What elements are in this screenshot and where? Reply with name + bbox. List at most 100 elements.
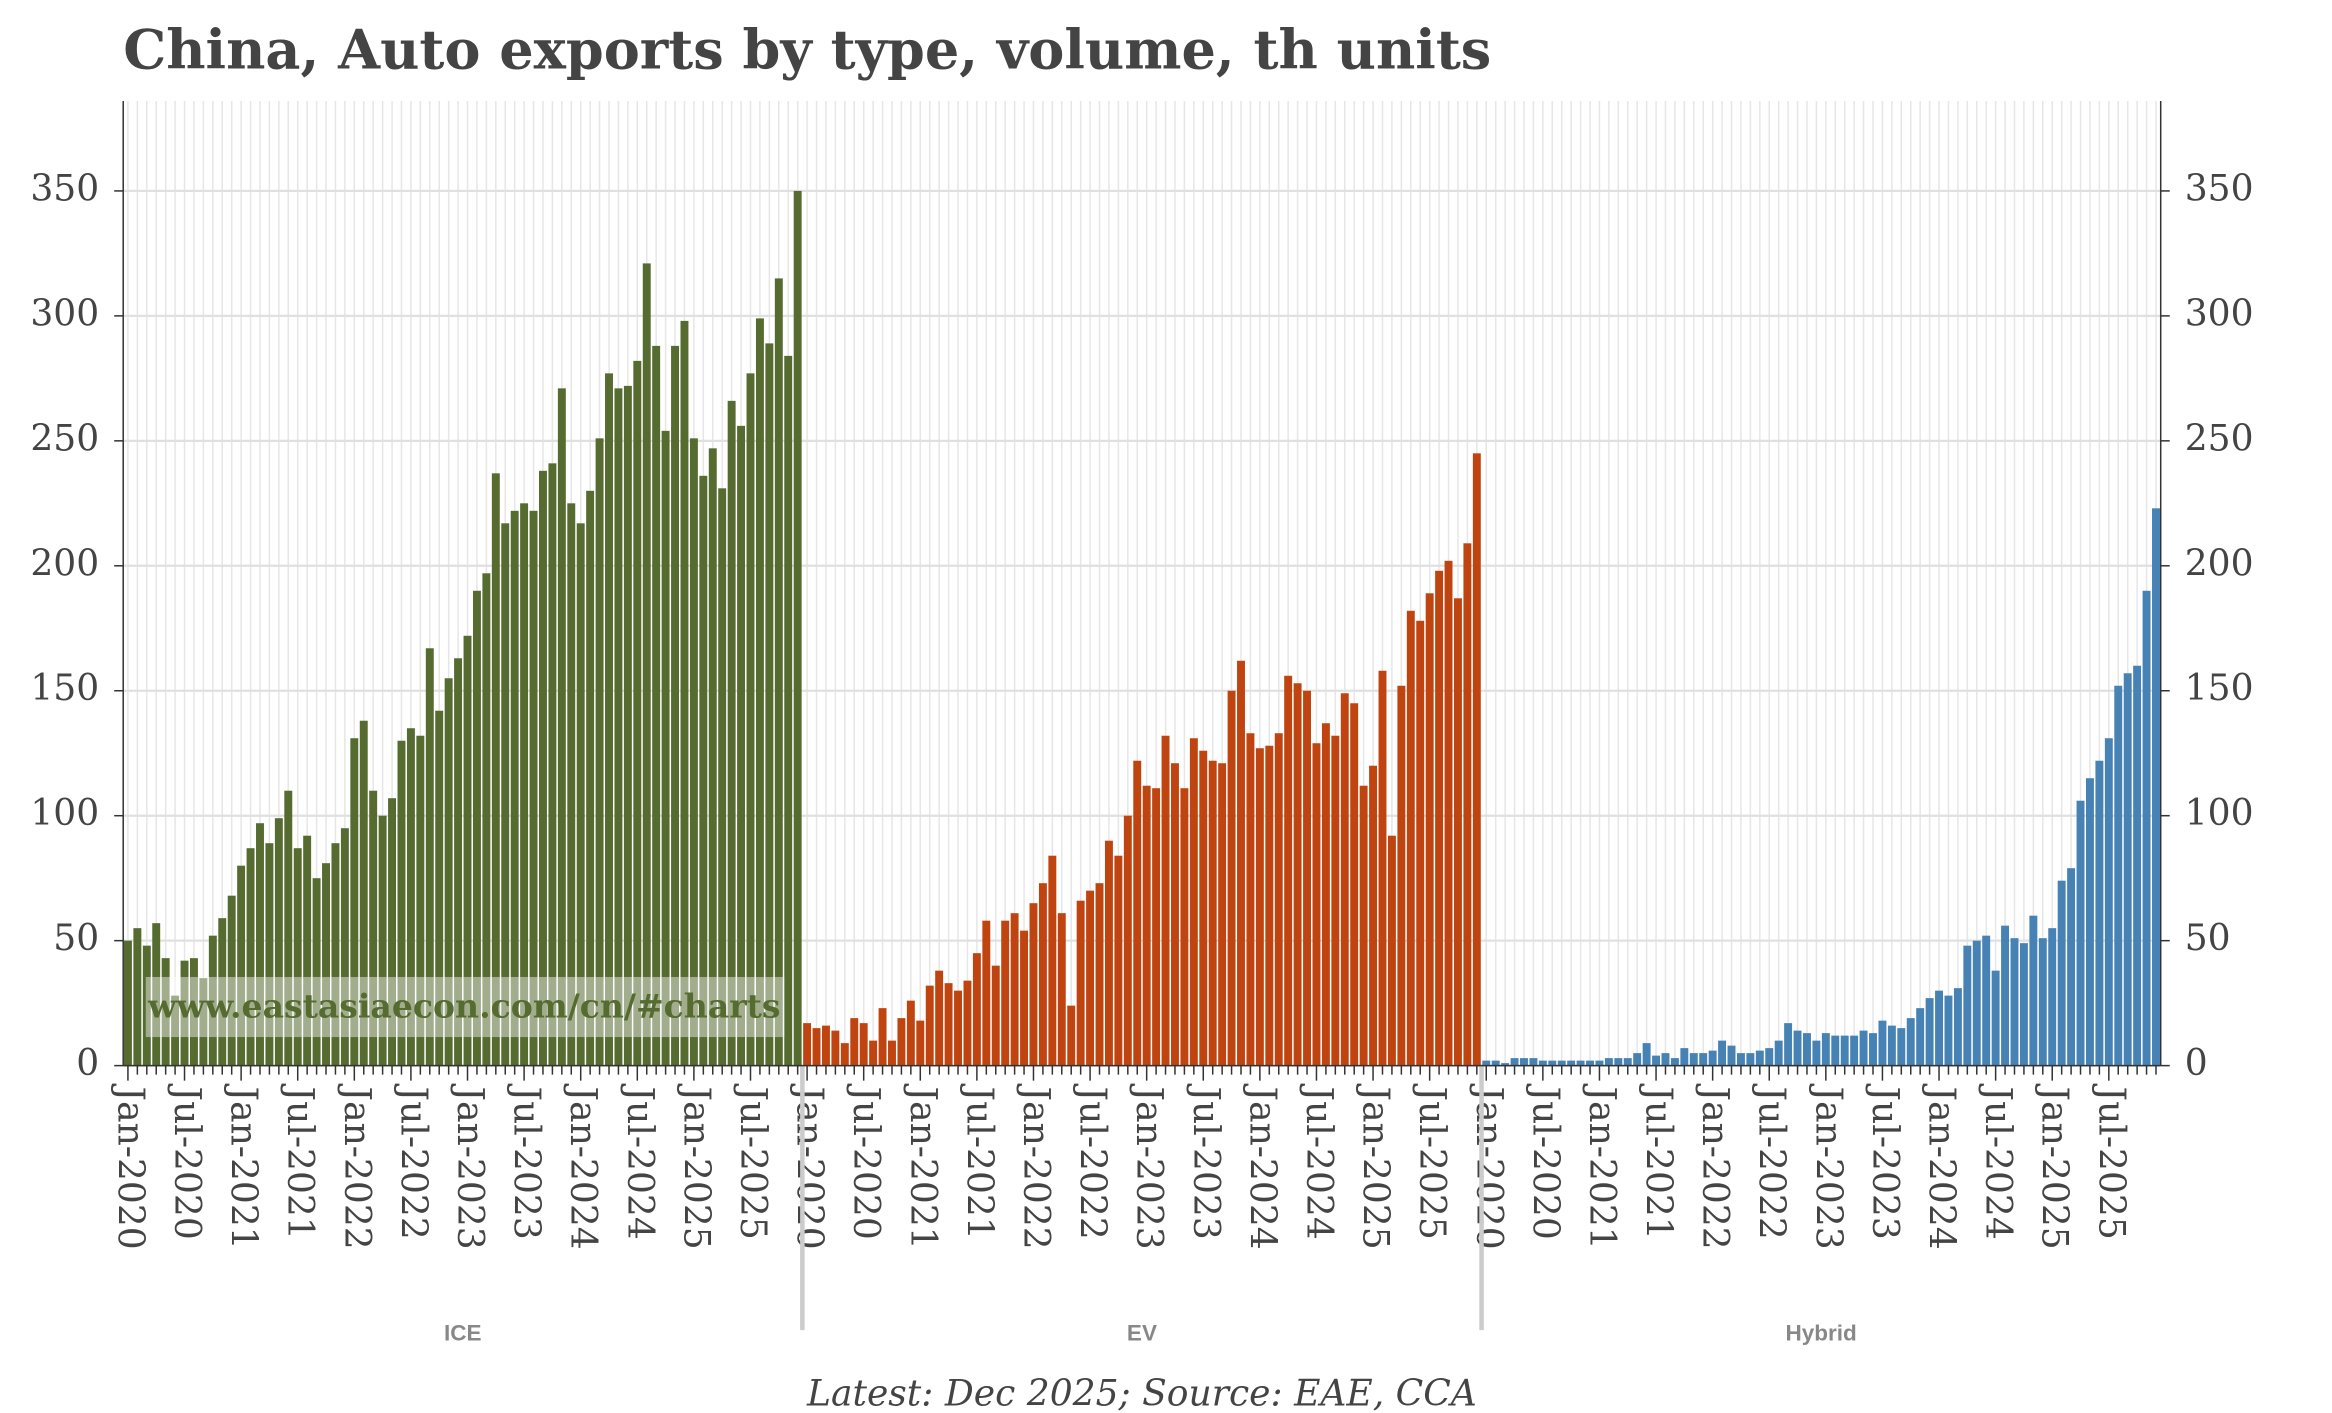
bar <box>2048 928 2057 1066</box>
bar <box>1095 883 1104 1066</box>
bar <box>1359 785 1368 1066</box>
x-tick-label: Jan-2024 <box>562 1083 604 1250</box>
x-tick-label: Jul-2020 <box>1524 1083 1566 1240</box>
watermark-box <box>145 976 785 1038</box>
bar <box>954 990 962 1066</box>
y-tick-label: 200 <box>30 542 99 584</box>
bar <box>1180 788 1189 1066</box>
bar <box>350 738 359 1066</box>
bar <box>2067 868 2076 1066</box>
y2-tick-label: 200 <box>2185 542 2254 584</box>
bar <box>416 735 425 1066</box>
y2-tick-label: 0 <box>2185 1042 2208 1084</box>
bar <box>1321 723 1330 1066</box>
bar <box>1246 733 1255 1066</box>
bar <box>652 345 661 1066</box>
bar <box>1529 1058 1538 1066</box>
bar <box>1689 1053 1698 1066</box>
bar <box>1670 1058 1679 1066</box>
bar <box>1604 1058 1613 1066</box>
bar <box>1774 1040 1783 1066</box>
bar <box>208 935 217 1066</box>
bar <box>199 978 208 1066</box>
bar <box>1557 1060 1566 1066</box>
bar <box>510 510 519 1066</box>
bar <box>1208 760 1217 1066</box>
bar <box>1378 670 1387 1066</box>
bar <box>1916 1008 1925 1066</box>
bar <box>1237 660 1245 1066</box>
y2-tick-label: 350 <box>2185 167 2254 209</box>
bar <box>1953 988 1962 1066</box>
bar <box>2104 738 2113 1066</box>
bar <box>2076 800 2085 1066</box>
bar <box>171 995 180 1066</box>
bar <box>1114 855 1123 1066</box>
x-tick-label: Jan-2023 <box>449 1083 491 1250</box>
bar <box>765 343 774 1066</box>
bar <box>1152 788 1161 1066</box>
bar <box>1255 748 1264 1066</box>
bar <box>1057 913 1066 1066</box>
bar <box>1850 1035 1859 1066</box>
bar <box>869 1040 878 1066</box>
bar <box>1048 855 1057 1066</box>
x-tick-label: Jan-2025 <box>675 1083 717 1250</box>
bar <box>463 635 472 1066</box>
x-tick-label: Jul-2024 <box>1977 1083 2019 1240</box>
bar <box>642 263 651 1066</box>
bar <box>1482 1060 1491 1066</box>
bar <box>472 590 481 1066</box>
bar <box>1425 593 1434 1066</box>
bar <box>1972 940 1981 1066</box>
bar <box>1538 1060 1547 1066</box>
bar <box>1982 935 1991 1066</box>
bar <box>1312 743 1321 1066</box>
bar <box>2095 760 2104 1066</box>
bar <box>1086 890 1095 1066</box>
bar <box>1491 1060 1500 1066</box>
bar <box>1784 1023 1793 1066</box>
bar <box>614 388 623 1066</box>
bar <box>906 1000 915 1066</box>
bar <box>878 1008 887 1066</box>
bar <box>1369 765 1378 1066</box>
bar <box>293 848 302 1066</box>
bar <box>161 958 170 1066</box>
bar <box>633 360 642 1066</box>
bar <box>1340 693 1349 1066</box>
bar <box>256 823 264 1066</box>
y-tick-label: 300 <box>30 292 99 334</box>
bar <box>548 463 557 1066</box>
bar <box>944 983 953 1066</box>
x-tick-label: Jul-2021 <box>1638 1083 1680 1240</box>
bar <box>1906 1018 1915 1066</box>
bar <box>972 953 981 1066</box>
bar <box>2001 925 2010 1066</box>
bar <box>586 490 595 1066</box>
x-tick-label: Jan-2020 <box>109 1083 151 1250</box>
panel-label: EV <box>1127 1321 1157 1346</box>
bar <box>727 400 736 1066</box>
bar <box>1831 1035 1840 1066</box>
bar <box>2152 508 2160 1066</box>
bar <box>274 818 283 1066</box>
x-tick-label: Jul-2023 <box>506 1083 548 1240</box>
bar <box>1812 1040 1821 1066</box>
bar <box>1567 1060 1576 1066</box>
x-tick-label: Jan-2021 <box>902 1083 944 1250</box>
bar <box>2142 590 2151 1066</box>
bar <box>2123 673 2132 1066</box>
bar <box>227 895 236 1066</box>
x-tick-label: Jan-2024 <box>1241 1083 1283 1250</box>
bar <box>1727 1045 1736 1066</box>
bar <box>284 790 293 1066</box>
bar <box>1708 1050 1717 1066</box>
bar <box>623 385 632 1066</box>
bar <box>982 920 991 1066</box>
bar <box>699 475 708 1066</box>
bar <box>1642 1043 1651 1066</box>
bar <box>123 940 132 1066</box>
y-tick-label: 0 <box>76 1042 99 1084</box>
bar <box>935 970 944 1066</box>
